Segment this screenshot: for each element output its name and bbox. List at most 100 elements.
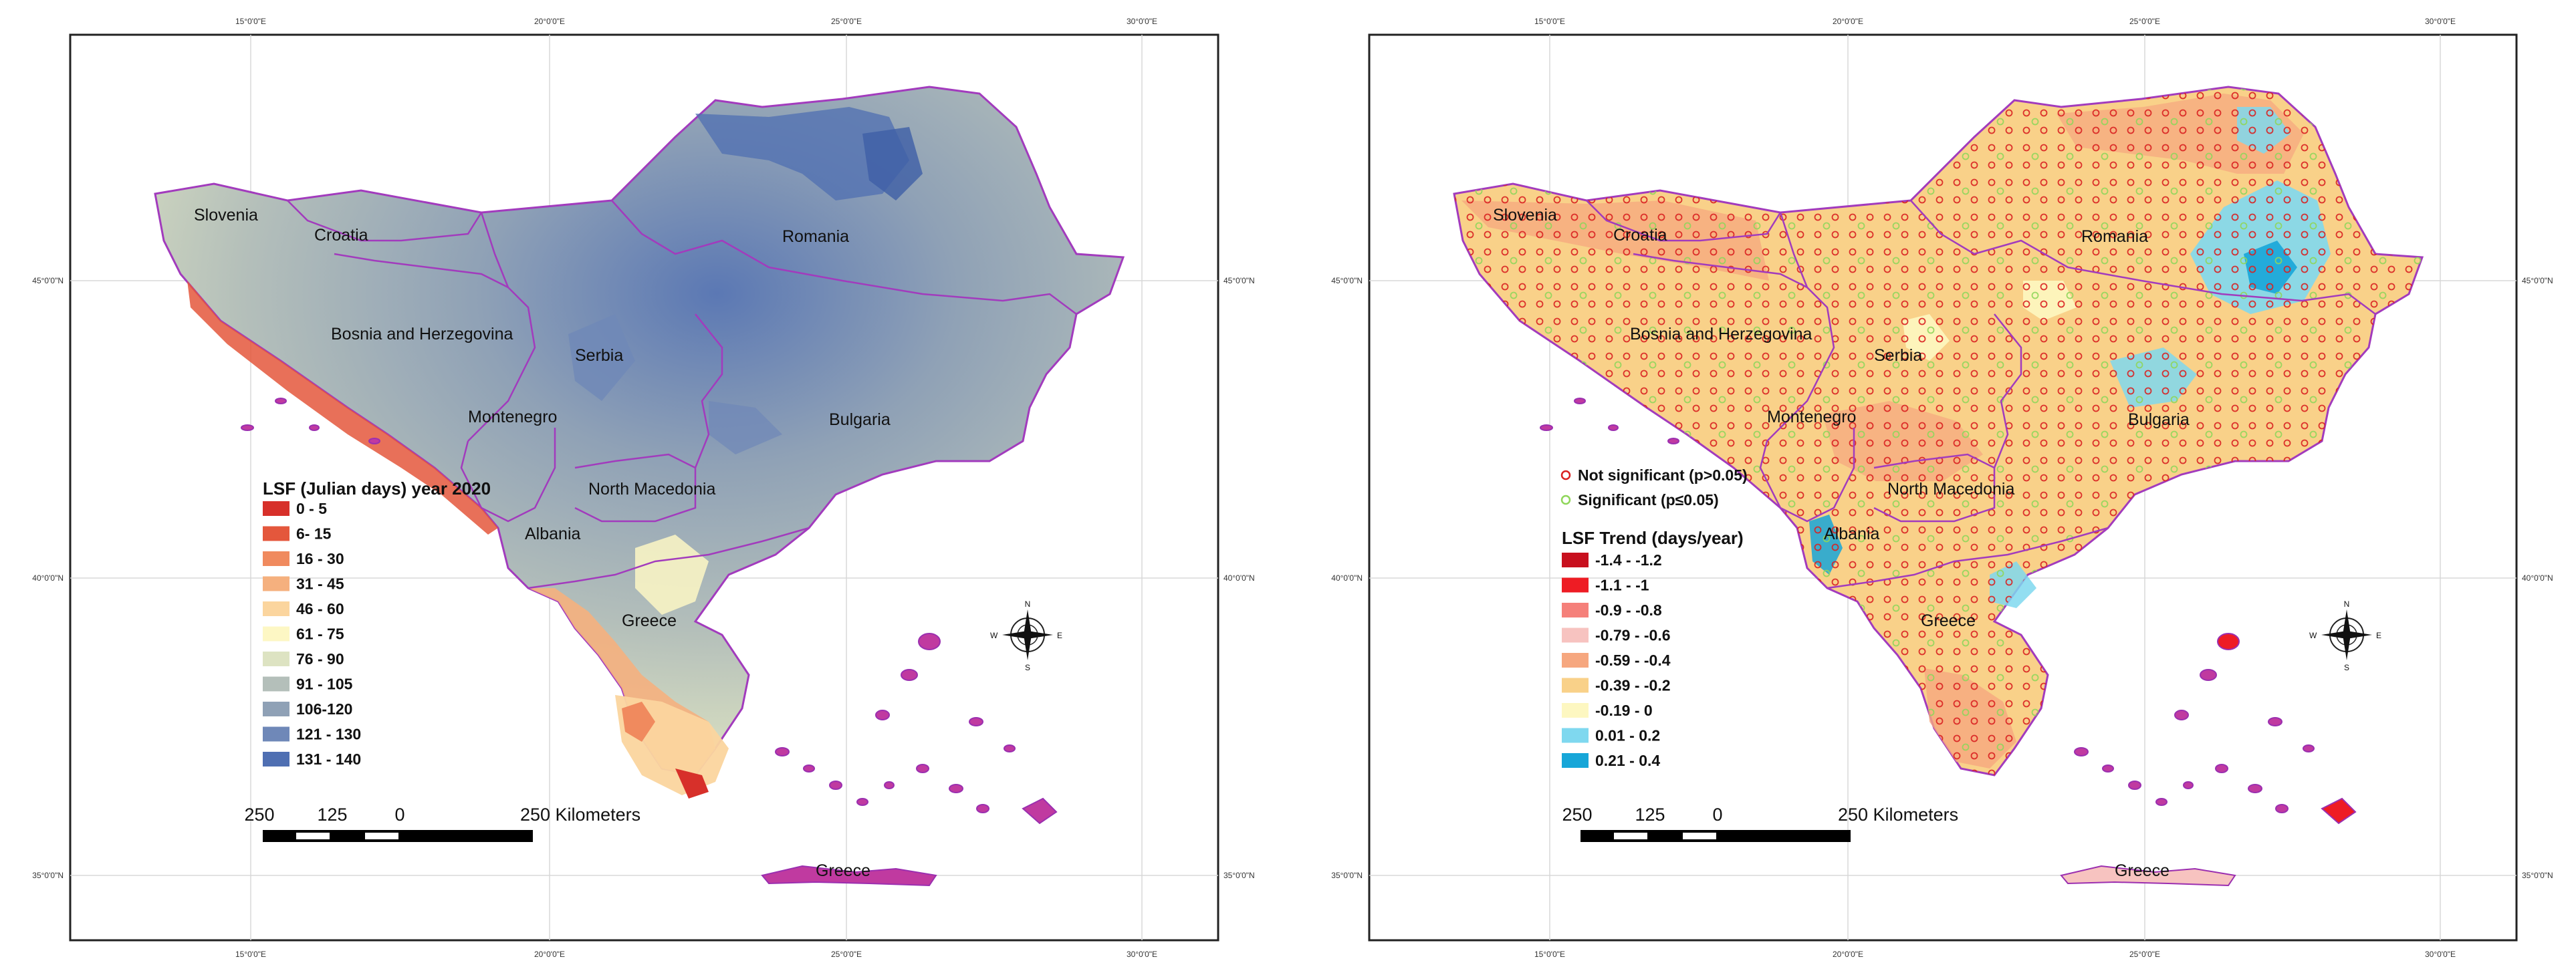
islands	[241, 398, 1058, 887]
label-slovenia: Slovenia	[1493, 206, 1557, 225]
legend-label: 61 - 75	[296, 625, 344, 643]
label-greece: Greece	[622, 611, 677, 630]
islands	[1540, 398, 2357, 887]
legend-swatch	[263, 702, 289, 716]
y-tick-left-45: 45°0'0"N	[1331, 276, 1363, 285]
label-romania: Romania	[782, 227, 849, 246]
legend-label: -1.1 - -1	[1595, 577, 1649, 594]
legend-label: 106-120	[296, 700, 352, 718]
x-tick-top-25: 25°0'0"E	[831, 17, 862, 26]
legend-label: 131 - 140	[296, 750, 361, 768]
legend-label: 91 - 105	[296, 676, 353, 693]
legend-label: 121 - 130	[296, 726, 361, 743]
lsf-2020-map: 15°0'0"E 20°0'0"E 25°0'0"E 30°0'0"E 15°0…	[32, 17, 1255, 959]
y-tick-right-45: 45°0'0"N	[2522, 276, 2553, 285]
x-tick-top-20: 20°0'0"E	[534, 17, 565, 26]
compass-n: N	[2344, 599, 2350, 609]
compass-e: E	[1057, 631, 1062, 640]
x-tick-bottom-25: 25°0'0"E	[831, 950, 862, 959]
legend-swatch	[263, 752, 289, 767]
country-borders	[1586, 200, 2376, 589]
legend-swatch	[263, 726, 289, 742]
y-tick-left-40: 40°0'0"N	[32, 573, 64, 583]
country-borders	[287, 200, 1077, 589]
legend: LSF Trend (days/year) -1.4 - -1.2 -1.1 - …	[1562, 528, 1744, 769]
compass-e: E	[2376, 631, 2381, 640]
x-tick-bottom-20: 20°0'0"E	[534, 950, 565, 959]
label-greece: Greece	[1921, 611, 1976, 630]
not-significant-label: Not significant (p>0.05)	[1578, 466, 1748, 484]
y-tick-right-45: 45°0'0"N	[1223, 276, 1255, 285]
legend-swatch	[263, 626, 289, 642]
label-croatia: Croatia	[314, 226, 368, 245]
x-tick-top-25: 25°0'0"E	[2129, 17, 2160, 26]
label-montenegro: Montenegro	[1767, 408, 1856, 426]
scale-label-0: 0	[394, 805, 404, 825]
y-tick-left-45: 45°0'0"N	[32, 276, 64, 285]
scale-label-125: 125	[1635, 805, 1665, 825]
label-serbia: Serbia	[575, 346, 623, 365]
label-albania: Albania	[525, 525, 580, 543]
label-bulgaria: Bulgaria	[2128, 410, 2190, 429]
label-montenegro: Montenegro	[468, 408, 557, 426]
scale-label-250: 250	[244, 805, 274, 825]
label-north-macedonia: North Macedonia	[588, 480, 715, 499]
legend-swatch	[263, 652, 289, 666]
legend: LSF (Julian days) year 2020 0 - 5 6- 15 16…	[263, 478, 491, 768]
legend-swatch	[263, 576, 289, 591]
label-albania: Albania	[1824, 525, 1879, 543]
x-tick-bottom-30: 30°0'0"E	[1127, 950, 1157, 959]
legend-swatch	[1562, 628, 1589, 643]
x-tick-bottom-20: 20°0'0"E	[1833, 950, 1863, 959]
label-bosnia: Bosnia and Herzegovina	[331, 325, 513, 343]
legend-label: -0.39 - -0.2	[1595, 677, 1671, 694]
label-bosnia: Bosnia and Herzegovina	[1630, 325, 1812, 343]
legend-label: -0.59 - -0.4	[1595, 652, 1671, 669]
x-tick-top-15: 15°0'0"E	[1534, 17, 1565, 26]
label-north-macedonia: North Macedonia	[1887, 480, 2014, 499]
legend-swatch	[1562, 553, 1589, 567]
scale-label-0: 0	[1712, 805, 1722, 825]
x-tick-bottom-25: 25°0'0"E	[2129, 950, 2160, 959]
balkan-landmass	[1453, 86, 2424, 777]
legend-swatch	[263, 501, 289, 516]
y-tick-right-35: 35°0'0"N	[1223, 871, 1255, 880]
significant-label: Significant (p≤0.05)	[1578, 491, 1719, 509]
compass-w: W	[2309, 631, 2317, 640]
label-serbia: Serbia	[1874, 346, 1922, 365]
legend-label: 0 - 5	[296, 500, 327, 517]
y-tick-right-35: 35°0'0"N	[2522, 871, 2553, 880]
not-significant-marker	[1560, 470, 1571, 480]
x-tick-bottom-15: 15°0'0"E	[235, 950, 266, 959]
lsf-trend-map: 15°0'0"E 20°0'0"E 25°0'0"E 30°0'0"E 15°0…	[1331, 17, 2553, 959]
x-tick-top-20: 20°0'0"E	[1833, 17, 1863, 26]
compass-n: N	[1025, 599, 1031, 609]
y-tick-left-40: 40°0'0"N	[1331, 573, 1363, 583]
label-croatia: Croatia	[1613, 226, 1667, 245]
lsf-2020-map-panel: 15°0'0"E 20°0'0"E 25°0'0"E 30°0'0"E 15°0…	[32, 17, 1255, 959]
legend-swatch	[263, 601, 289, 616]
legend-label: 76 - 90	[296, 650, 344, 668]
legend-swatch	[263, 551, 289, 566]
label-greece-crete: Greece	[2115, 861, 2170, 880]
legend-items: 0 - 5 6- 15 16 - 30 31 - 45 46 - 60 61 - 75 76…	[263, 500, 361, 768]
y-tick-left-35: 35°0'0"N	[32, 871, 64, 880]
x-tick-top-15: 15°0'0"E	[235, 17, 266, 26]
lsf-trend-map-panel: 15°0'0"E 20°0'0"E 25°0'0"E 30°0'0"E 15°0…	[1288, 0, 2576, 975]
legend-label: -0.19 - 0	[1595, 702, 1653, 719]
compass-icon: N S E W	[990, 599, 1062, 672]
legend-swatch	[1562, 703, 1589, 718]
scale-label-125: 125	[317, 805, 347, 825]
legend-label: 31 - 45	[296, 575, 344, 593]
legend-swatch	[263, 526, 289, 541]
legend-swatch	[1562, 728, 1589, 743]
legend-title: LSF Trend (days/year)	[1562, 528, 1744, 548]
significance-legend: Not significant (p>0.05) Significant (p≤…	[1560, 466, 1748, 509]
scale-label-250: 250	[1562, 805, 1592, 825]
legend-label: -0.79 - -0.6	[1595, 627, 1671, 644]
scale-bar: 250 125 0 250 Kilometers	[244, 805, 640, 842]
compass-s: S	[2344, 663, 2349, 672]
label-greece-crete: Greece	[816, 861, 870, 880]
x-tick-top-30: 30°0'0"E	[2425, 17, 2456, 26]
x-tick-bottom-30: 30°0'0"E	[2425, 950, 2456, 959]
